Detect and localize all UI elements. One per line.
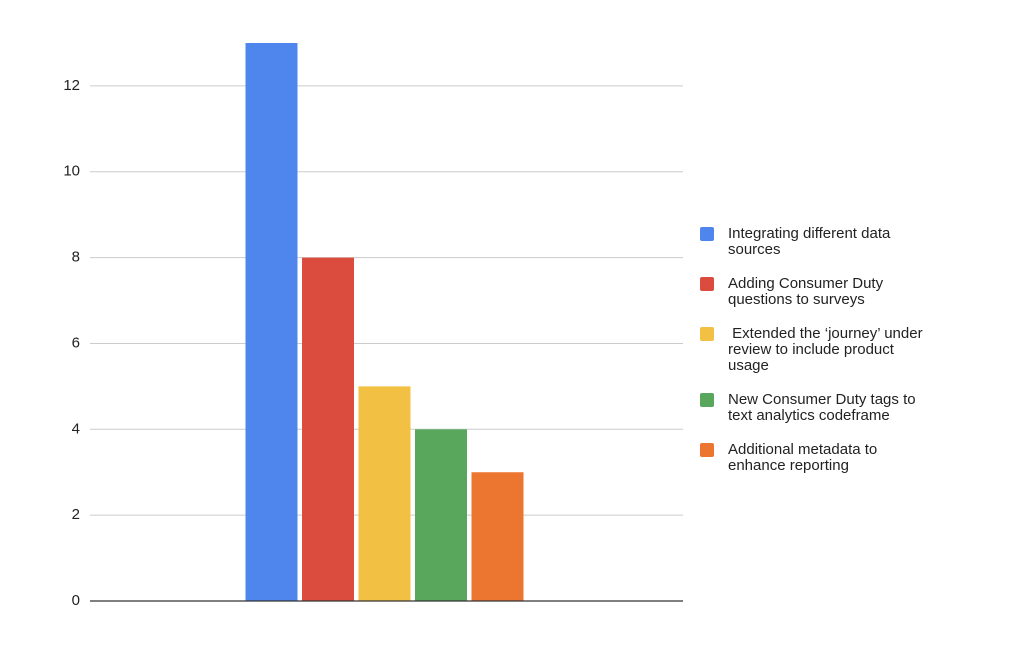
y-tick-label: 2 bbox=[72, 506, 80, 523]
legend-item: Adding Consumer Duty questions to survey… bbox=[700, 276, 930, 308]
legend-label: Integrating different data sources bbox=[728, 225, 895, 258]
y-tick-label: 8 bbox=[72, 249, 80, 266]
y-tick-label: 6 bbox=[72, 334, 80, 351]
legend-label: Extended the ‘journey’ under review to i… bbox=[728, 325, 927, 374]
bar bbox=[358, 386, 411, 601]
legend-label: Adding Consumer Duty questions to survey… bbox=[728, 275, 888, 308]
legend: Integrating different data sources Adding… bbox=[700, 226, 930, 492]
legend-swatch bbox=[700, 443, 714, 457]
legend-swatch bbox=[700, 277, 714, 291]
legend-label: New Consumer Duty tags to text analytics… bbox=[728, 391, 920, 424]
legend-item: Integrating different data sources bbox=[700, 226, 930, 258]
bar bbox=[302, 257, 354, 601]
y-tick-label: 12 bbox=[63, 77, 80, 94]
legend-swatch bbox=[700, 227, 714, 241]
bar bbox=[471, 472, 524, 601]
legend-swatch bbox=[700, 327, 714, 341]
legend-swatch bbox=[700, 393, 714, 407]
legend-item: New Consumer Duty tags to text analytics… bbox=[700, 392, 930, 424]
y-tick-label: 0 bbox=[72, 592, 80, 609]
bar bbox=[245, 43, 298, 601]
y-tick-label: 4 bbox=[72, 420, 80, 437]
y-tick-label: 10 bbox=[63, 163, 80, 180]
legend-label: Additional metadata to enhance reporting bbox=[728, 441, 882, 474]
legend-item: Additional metadata to enhance reporting bbox=[700, 442, 930, 474]
legend-item: Extended the ‘journey’ under review to i… bbox=[700, 326, 930, 374]
bar bbox=[415, 429, 467, 601]
